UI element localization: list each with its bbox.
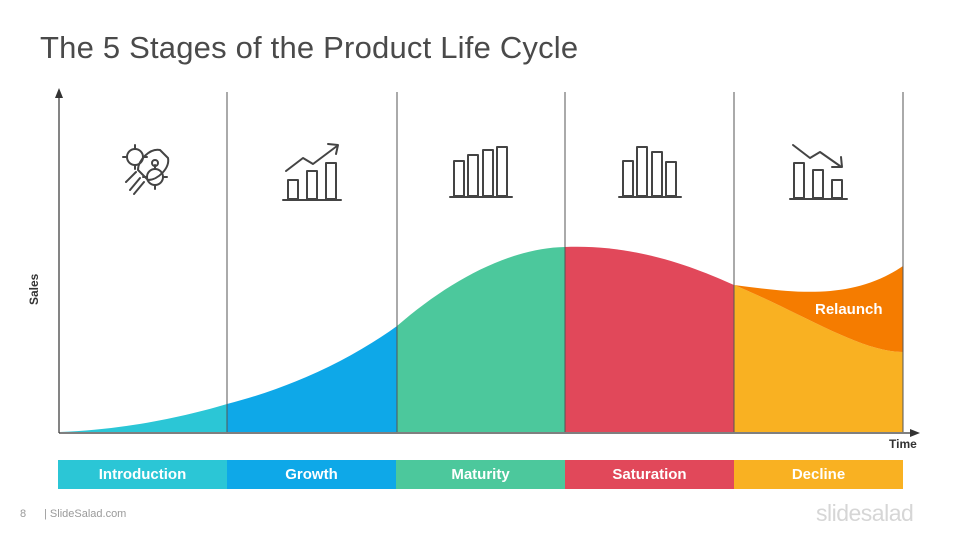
slide-number: 8 [20,508,27,520]
y-axis [55,88,63,433]
bar-chart-peak-icon [618,146,682,198]
x-axis [59,429,920,437]
growth-chart-arrow-up-icon [282,143,342,201]
bar-chart-rising-icon [449,146,513,198]
relaunch-label: Relaunch [815,301,883,318]
brand-logo: slidesalad [816,500,914,526]
y-axis-label: Sales [27,273,41,305]
stage-decline: Decline [734,460,903,489]
stage-label-bar: Introduction Growth Maturity Saturation … [58,460,903,489]
rocket-gear-icon [122,144,170,195]
introduction-curve-region [60,404,227,432]
stage-introduction: Introduction [58,460,227,489]
stage-growth: Growth [227,460,396,489]
decline-curve-region [734,285,903,432]
stage-dividers [226,92,904,432]
saturation-curve-region [565,246,734,432]
stage-saturation: Saturation [565,460,734,489]
bar-chart-arrow-down-icon [789,144,848,200]
stage-maturity: Maturity [396,460,565,489]
slide-title: The 5 Stages of the Product Life Cycle [40,30,579,65]
relaunch-curve-region [734,266,903,352]
footer-site: | SlideSalad.com [44,508,127,520]
maturity-curve-region [397,247,565,432]
x-axis-label: Time [889,437,917,451]
growth-curve-region [227,326,397,432]
